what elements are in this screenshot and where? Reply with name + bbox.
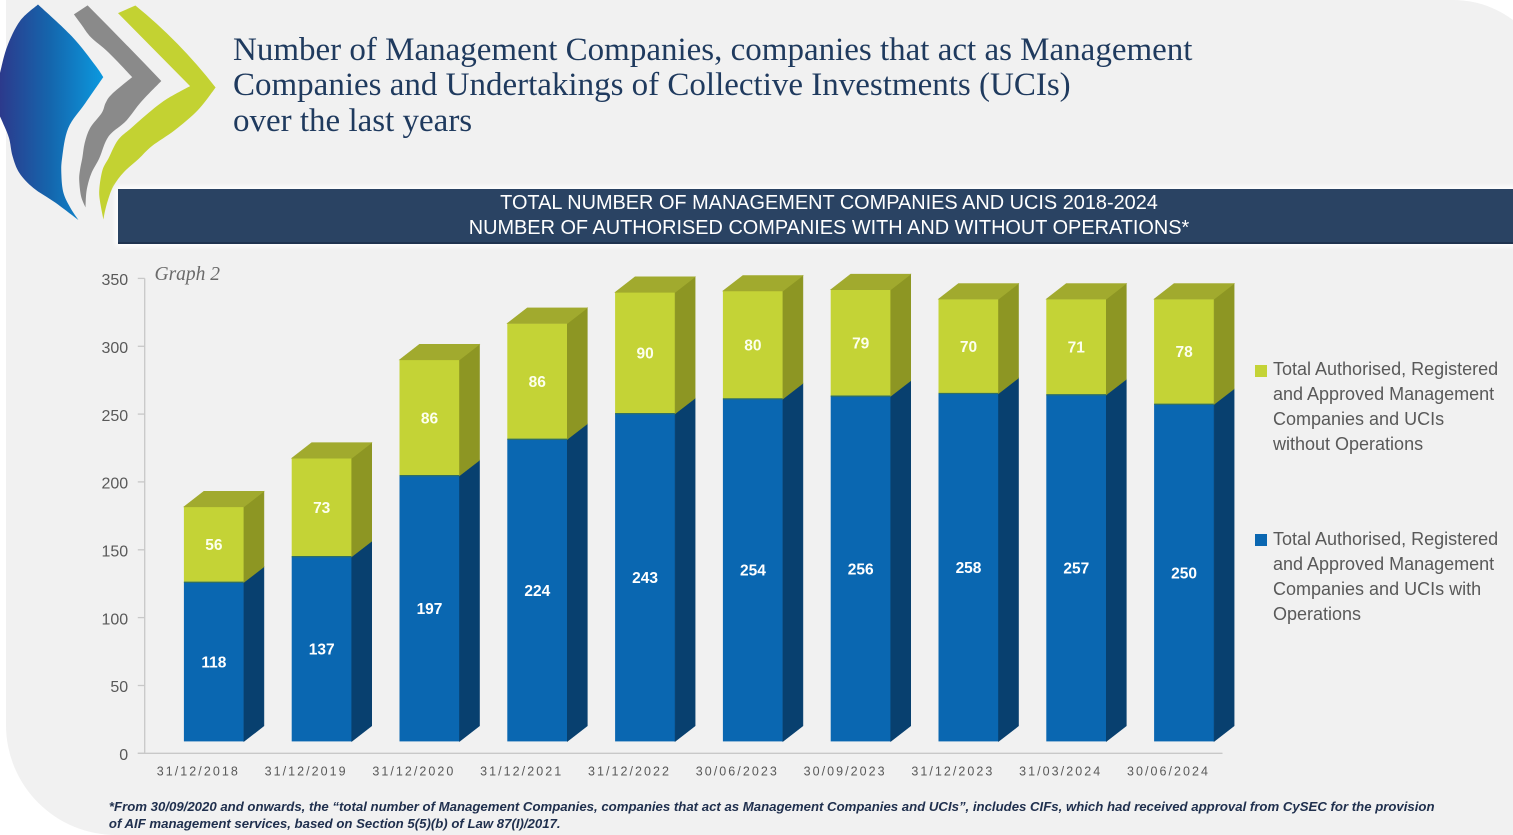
svg-text:224: 224 [524,583,550,600]
svg-text:243: 243 [632,570,658,587]
svg-text:256: 256 [848,561,874,578]
svg-text:31/12/2023: 31/12/2023 [911,764,994,778]
svg-text:250: 250 [101,408,128,425]
svg-text:73: 73 [313,500,331,517]
svg-text:71: 71 [1068,340,1086,357]
svg-text:118: 118 [201,654,226,671]
svg-text:56: 56 [205,537,223,554]
svg-text:200: 200 [101,476,128,493]
svg-text:197: 197 [417,601,443,618]
svg-text:30/09/2023: 30/09/2023 [804,764,887,778]
svg-text:257: 257 [1063,561,1089,578]
svg-text:31/12/2022: 31/12/2022 [588,764,671,778]
svg-text:31/12/2020: 31/12/2020 [372,764,455,778]
svg-text:86: 86 [529,374,547,391]
svg-text:254: 254 [740,563,766,580]
svg-text:31/12/2018: 31/12/2018 [157,764,240,778]
svg-text:31/12/2021: 31/12/2021 [480,764,563,778]
svg-text:86: 86 [421,410,439,427]
svg-text:78: 78 [1175,344,1193,361]
svg-text:150: 150 [101,544,128,561]
svg-text:31/12/2019: 31/12/2019 [265,764,348,778]
svg-text:100: 100 [101,611,128,628]
svg-text:300: 300 [101,340,128,357]
svg-text:80: 80 [744,337,761,354]
svg-text:258: 258 [956,560,982,577]
svg-text:350: 350 [101,272,128,289]
svg-text:137: 137 [309,642,335,659]
svg-text:70: 70 [960,339,977,356]
svg-text:79: 79 [852,335,870,352]
svg-text:250: 250 [1171,565,1197,582]
svg-text:50: 50 [110,679,128,696]
svg-text:0: 0 [119,747,128,764]
svg-text:30/06/2024: 30/06/2024 [1127,764,1210,778]
svg-text:90: 90 [636,346,653,363]
svg-text:30/06/2023: 30/06/2023 [696,764,779,778]
svg-text:31/03/2024: 31/03/2024 [1019,764,1102,778]
